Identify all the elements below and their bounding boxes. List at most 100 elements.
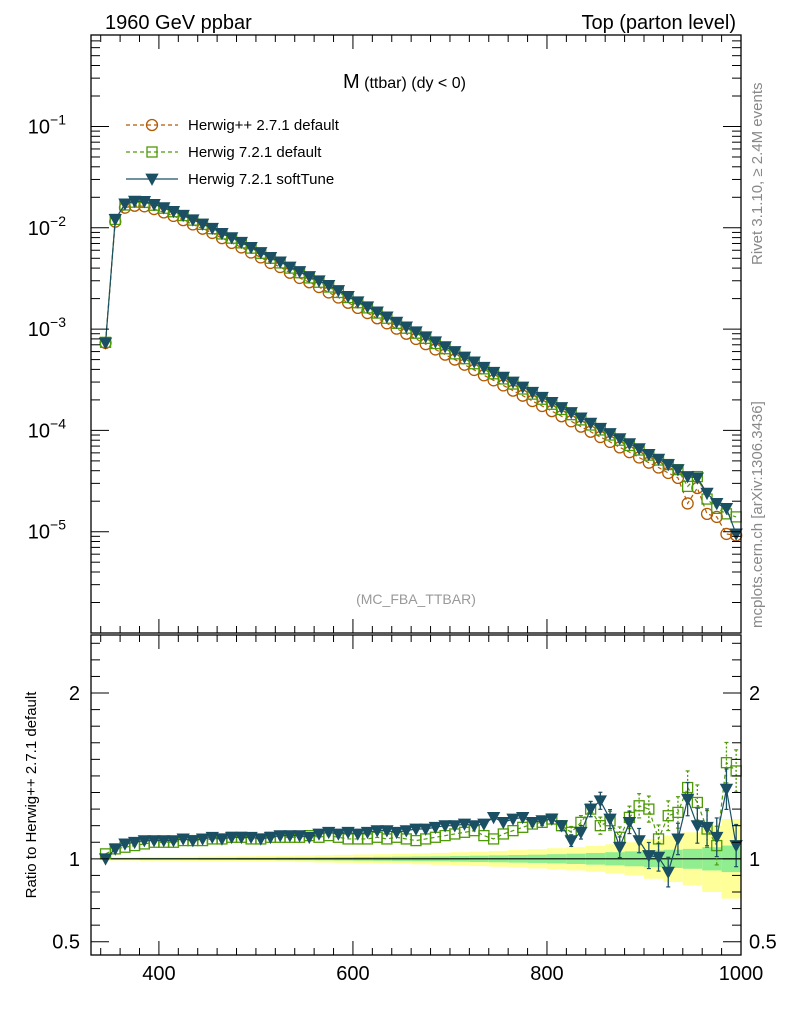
data-point bbox=[564, 407, 578, 420]
data-point bbox=[632, 443, 646, 456]
data-point bbox=[409, 823, 423, 836]
data-point bbox=[360, 301, 375, 314]
analysis-watermark: (MC_FBA_TTBAR) bbox=[356, 591, 476, 607]
legend-label: Herwig 7.2.1 default bbox=[188, 144, 322, 161]
data-point bbox=[710, 831, 724, 845]
y-tick-label-base: 10 bbox=[28, 522, 50, 544]
data-point bbox=[583, 803, 598, 816]
data-point bbox=[643, 803, 655, 815]
data-point bbox=[147, 199, 161, 212]
legend-label: Herwig++ 2.7.1 default bbox=[188, 117, 340, 134]
data-point bbox=[632, 835, 646, 848]
data-point bbox=[341, 826, 355, 840]
main-series-layer bbox=[98, 195, 743, 542]
data-point bbox=[457, 351, 472, 364]
data-point bbox=[283, 261, 297, 274]
data-point bbox=[127, 836, 142, 850]
data-point bbox=[719, 502, 734, 516]
ratio-y-tick-label: 1 bbox=[69, 849, 80, 871]
data-point bbox=[438, 341, 452, 354]
data-point bbox=[302, 271, 316, 284]
data-point bbox=[477, 361, 491, 375]
data-point bbox=[642, 850, 656, 863]
x-tick-label: 600 bbox=[336, 963, 369, 985]
data-point bbox=[292, 830, 307, 843]
data-point bbox=[438, 820, 452, 833]
data-point bbox=[622, 816, 637, 830]
data-point bbox=[176, 209, 190, 223]
data-point bbox=[496, 371, 510, 385]
data-point bbox=[147, 835, 161, 848]
x-tick-label: 1000 bbox=[719, 963, 764, 985]
data-point bbox=[273, 256, 287, 269]
data-point bbox=[700, 821, 714, 835]
data-point bbox=[651, 453, 666, 466]
data-point bbox=[166, 835, 181, 848]
data-point bbox=[662, 810, 674, 822]
data-point bbox=[691, 796, 703, 809]
data-point bbox=[506, 813, 520, 826]
data-point bbox=[690, 820, 705, 833]
data-point bbox=[380, 311, 394, 324]
y-tick-label: 10−3 bbox=[28, 314, 66, 341]
data-point bbox=[312, 828, 326, 841]
legend-marker bbox=[146, 146, 158, 158]
data-point bbox=[137, 196, 152, 209]
x-tick-label: 400 bbox=[142, 963, 175, 985]
data-point bbox=[263, 252, 278, 265]
data-point bbox=[535, 815, 549, 828]
data-point bbox=[254, 247, 268, 260]
data-point bbox=[360, 826, 375, 840]
data-point bbox=[672, 806, 684, 819]
data-point bbox=[302, 831, 316, 845]
data-point bbox=[486, 811, 501, 825]
data-point bbox=[448, 346, 462, 359]
data-point bbox=[351, 296, 365, 309]
data-point bbox=[263, 831, 278, 845]
data-point bbox=[399, 825, 413, 838]
legend-marker bbox=[145, 173, 159, 186]
data-point bbox=[661, 459, 675, 472]
data-point bbox=[719, 783, 734, 797]
data-point bbox=[244, 242, 258, 255]
data-point bbox=[254, 833, 268, 846]
data-point bbox=[671, 833, 685, 846]
legend-marker bbox=[145, 118, 159, 132]
ratio-y-tick-label-right: 0.5 bbox=[749, 932, 777, 954]
data-point bbox=[651, 851, 666, 865]
data-point bbox=[370, 825, 384, 838]
data-point bbox=[118, 838, 132, 851]
data-point bbox=[497, 828, 509, 840]
data-point bbox=[234, 236, 249, 250]
header-left: 1960 GeV ppbar bbox=[105, 12, 252, 34]
data-point bbox=[554, 402, 569, 415]
data-point bbox=[574, 826, 588, 840]
data-point bbox=[564, 835, 578, 848]
plot-title: M (ttbar) (dy < 0) bbox=[343, 71, 466, 93]
data-point bbox=[700, 487, 714, 501]
data-point bbox=[108, 214, 122, 227]
data-point bbox=[525, 386, 540, 400]
data-point bbox=[690, 472, 705, 485]
data-point bbox=[166, 206, 181, 219]
data-point bbox=[224, 232, 239, 245]
data-point bbox=[448, 820, 462, 833]
data-point bbox=[496, 816, 510, 830]
data-point bbox=[389, 316, 404, 330]
data-point bbox=[244, 831, 258, 845]
data-point bbox=[680, 793, 695, 806]
data-point bbox=[322, 279, 336, 293]
data-point bbox=[186, 214, 200, 227]
series-line bbox=[104, 201, 737, 518]
data-point bbox=[118, 198, 132, 211]
data-point bbox=[331, 285, 346, 298]
rivet-label: Rivet 3.1.10, ≥ 2.4M events bbox=[749, 83, 766, 266]
y-tick-label-exponent: −5 bbox=[50, 517, 66, 533]
data-point bbox=[399, 321, 413, 334]
ratio-y-tick-label-right: 1 bbox=[749, 849, 760, 871]
data-point bbox=[516, 381, 530, 394]
data-point bbox=[215, 833, 229, 846]
data-point bbox=[409, 326, 423, 339]
data-point bbox=[428, 821, 443, 835]
